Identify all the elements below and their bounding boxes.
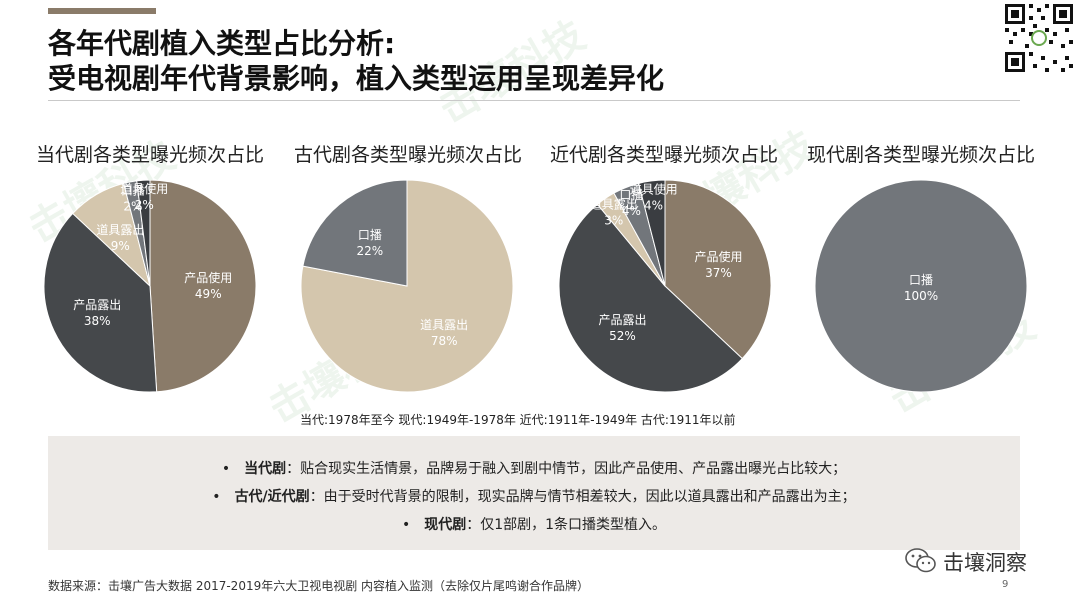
pie-slice-label: 道具露出 9% xyxy=(96,223,144,253)
summary-text: ：仅1部剧，1条口播类型植入。 xyxy=(466,517,667,533)
pie-slice-label: 口播 100% xyxy=(904,273,938,303)
accent-rule xyxy=(48,8,156,14)
pie-slice xyxy=(136,180,151,287)
summary-term: 古代/近代剧 xyxy=(234,489,310,505)
pie-chart-ancient: 道具露出 78% 口播 22% xyxy=(301,180,513,392)
pie-slice-label: 产品使用 49% xyxy=(184,270,232,301)
pie-slice xyxy=(638,180,666,287)
summary-box: • 当代剧：贴合现实生活情景，品牌易于融入到剧中情节，因此产品使用、产品露出曝光占… xyxy=(48,436,1020,550)
page-title: 各年代剧植入类型占比分析: 受电视剧年代背景影响，植入类型运用呈现差异化 xyxy=(48,26,948,96)
summary-item: • 现代剧：仅1部剧，1条口播类型植入。 xyxy=(48,514,1020,534)
pie-slice-label: 产品露出 52% xyxy=(598,313,646,343)
qr-code-icon xyxy=(1003,2,1075,74)
chart-title-modern: 现代剧各类型曝光频次占比 xyxy=(806,144,1035,166)
summary-item: • 古代/近代剧：由于受时代背景的限制，现实品牌与情节相差较大，因此以道具露出和产… xyxy=(48,486,1020,506)
summary-text: ：贴合现实生活情景，品牌易于融入到剧中情节，因此产品使用、产品露出曝光占比较大； xyxy=(286,461,847,477)
pie-chart-modern: 口播 100% xyxy=(815,180,1027,392)
pie-slice xyxy=(302,180,408,287)
wechat-account: 击壤洞察 xyxy=(905,545,1055,577)
chart-title-ancient: 古代剧各类型曝光频次占比 xyxy=(293,144,522,166)
bullet-dot: • xyxy=(221,461,231,477)
wechat-label: 击壤洞察 xyxy=(943,551,1027,575)
title-line-1: 各年代剧植入类型占比分析: xyxy=(48,27,396,60)
pie-slice-label: 口播 4% xyxy=(619,188,643,218)
data-source: 数据来源：击壤广告大数据 2017-2019年六大卫视电视剧 内容植入监测（去除… xyxy=(48,579,590,593)
pie-slice-label: 口播 22% xyxy=(357,228,384,258)
summary-text: ：由于受时代背景的限制，现实品牌与情节相差较大，因此以道具露出和产品露出为主； xyxy=(309,489,856,505)
chart-title-contemporary: 当代剧各类型曝光频次占比 xyxy=(35,144,264,166)
pie-slice-label: 口播 2% xyxy=(121,183,145,213)
pie-slice xyxy=(664,180,771,360)
pie-slice xyxy=(559,203,743,392)
pie-slice xyxy=(44,212,158,392)
chart-title-modern-era: 近代剧各类型曝光频次占比 xyxy=(549,144,778,166)
title-line-2: 受电视剧年代背景影响，植入类型运用呈现差异化 xyxy=(48,62,665,95)
pie-slice-label: 产品使用 37% xyxy=(694,249,742,280)
pie-slice-label: 产品露出 38% xyxy=(73,298,121,328)
bullet-dot: • xyxy=(401,517,411,533)
title-divider xyxy=(48,100,1020,101)
pie-chart-modern-era: 产品使用 37% 产品露出 52% 道具露出 3%口播 4%道具使用 4% xyxy=(559,180,771,392)
pie-slice-label: 道具使用 4% xyxy=(630,182,678,213)
summary-term: 当代剧 xyxy=(244,461,287,477)
era-definitions: 当代:1978年至今 现代:1949年-1978年 近代:1911年-1949年… xyxy=(300,413,736,427)
pie-slice xyxy=(149,180,256,392)
pie-slice xyxy=(815,180,1027,392)
page-number: 9 xyxy=(1002,579,1009,590)
wechat-icon xyxy=(905,548,936,573)
bullet-dot: • xyxy=(212,489,221,505)
pie-chart-contemporary: 产品使用 49% 产品露出 38% 道具露出 9% 口播 2%道具使用 2% xyxy=(44,180,256,392)
pie-slice-label: 道具使用 2% xyxy=(120,181,168,212)
summary-term: 现代剧 xyxy=(424,517,467,533)
pie-slice-label: 道具露出 3% xyxy=(590,198,638,228)
pie-slice-label: 道具露出 78% xyxy=(420,318,468,348)
summary-item: • 当代剧：贴合现实生活情景，品牌易于融入到剧中情节，因此产品使用、产品露出曝光占… xyxy=(48,458,1020,478)
